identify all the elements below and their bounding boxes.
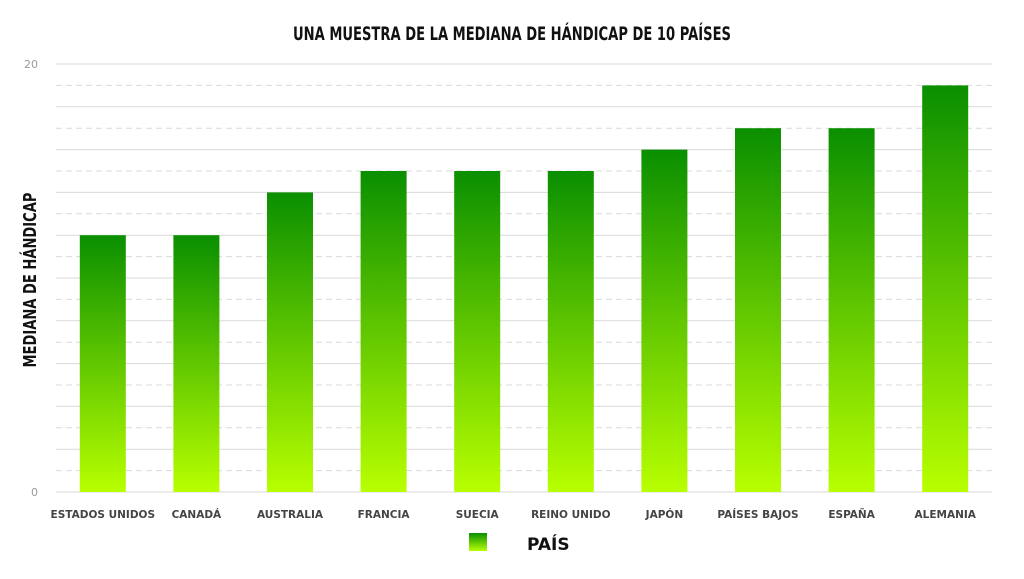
bar [79, 235, 126, 492]
x-tick-label: JAPÓN [645, 508, 683, 521]
y-tick-label: 0 [31, 486, 38, 499]
bar [360, 171, 407, 492]
x-tick-label: FRANCIA [358, 509, 411, 521]
bars [79, 85, 969, 493]
x-tick-label: PAÍSES BAJOS [717, 508, 798, 521]
bar [547, 171, 594, 492]
y-axis-ticks: 0 20 [24, 58, 38, 499]
legend: PAÍS [469, 533, 570, 555]
bar [454, 171, 501, 492]
x-tick-label: AUSTRALIA [257, 509, 324, 521]
legend-label: PAÍS [527, 533, 570, 555]
y-axis-label: MEDIANA DE HÁNDICAP [19, 193, 41, 368]
bar [641, 149, 688, 492]
x-tick-label: CANADÁ [172, 508, 222, 521]
x-tick-label: ESTADOS UNIDOS [51, 509, 156, 521]
x-tick-label: ALEMANIA [915, 509, 977, 521]
bar [828, 128, 875, 492]
y-tick-label: 20 [24, 58, 38, 71]
chart-title: UNA MUESTRA DE LA MEDIANA DE HÁNDICAP DE… [293, 22, 731, 45]
legend-swatch [469, 533, 487, 551]
x-axis-ticks: ESTADOS UNIDOS CANADÁ AUSTRALIA FRANCIA SUEC… [51, 508, 977, 521]
x-tick-label: ESPAÑA [828, 508, 875, 521]
bar [267, 192, 313, 492]
x-tick-label: REINO UNIDO [531, 509, 610, 521]
bar [922, 85, 969, 493]
bar [735, 128, 781, 492]
x-tick-label: SUECIA [456, 509, 500, 521]
bar [173, 235, 220, 492]
